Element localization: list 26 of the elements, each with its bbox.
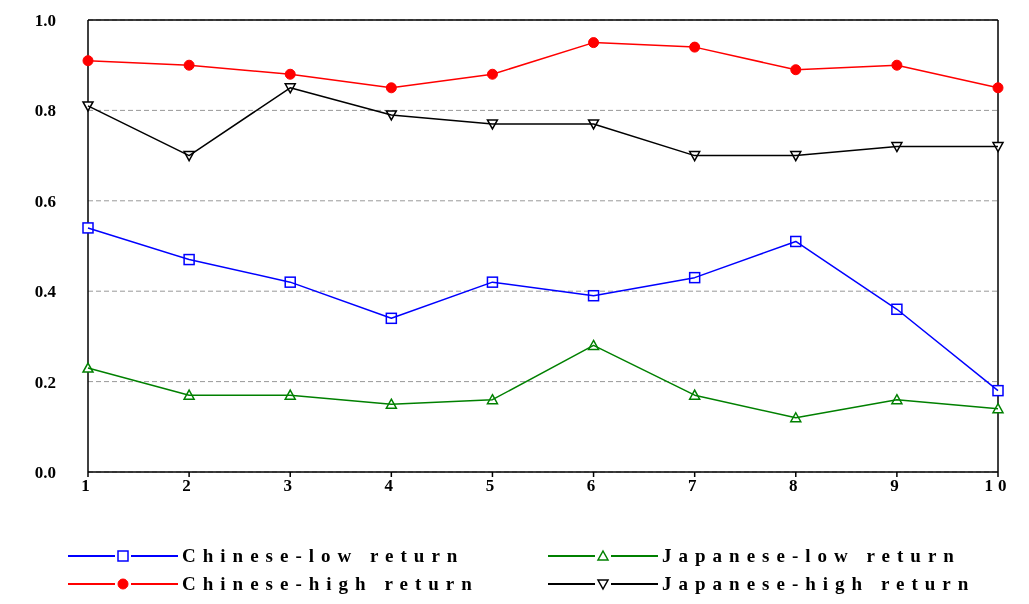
legend-label: Chinese-high return (182, 573, 479, 595)
x-tick-label: 8 (789, 476, 803, 496)
point (992, 141, 1004, 153)
point (992, 384, 1004, 397)
x-tick-label: 3 (283, 476, 297, 496)
y-tick-label: 0.4 (34, 282, 57, 302)
x-tick-label: 10 (984, 476, 1012, 496)
point (992, 402, 1004, 414)
x-tick-label: 1 (81, 476, 95, 496)
point (82, 55, 94, 67)
legend-label: Japanese-high return (662, 573, 976, 595)
x-tick-label: 7 (687, 476, 702, 496)
x-tick-label: 2 (182, 476, 196, 496)
y-tick-label: 0.2 (34, 372, 56, 392)
x-tick-label: 4 (384, 476, 399, 496)
x-tick-label: 6 (586, 476, 601, 496)
x-tick-label: 5 (485, 476, 500, 496)
y-tick-label: 0.6 (34, 191, 56, 211)
legend-label: Chinese-low return (182, 545, 465, 567)
y-tick-label: 0.8 (34, 101, 56, 121)
x-tick-label: 9 (890, 476, 904, 496)
point (992, 82, 1004, 94)
y-tick-label: 1.0 (34, 11, 56, 31)
point (82, 222, 94, 234)
legend-label: Japanese-low return (662, 545, 961, 567)
y-tick-label: 0.0 (34, 463, 56, 483)
